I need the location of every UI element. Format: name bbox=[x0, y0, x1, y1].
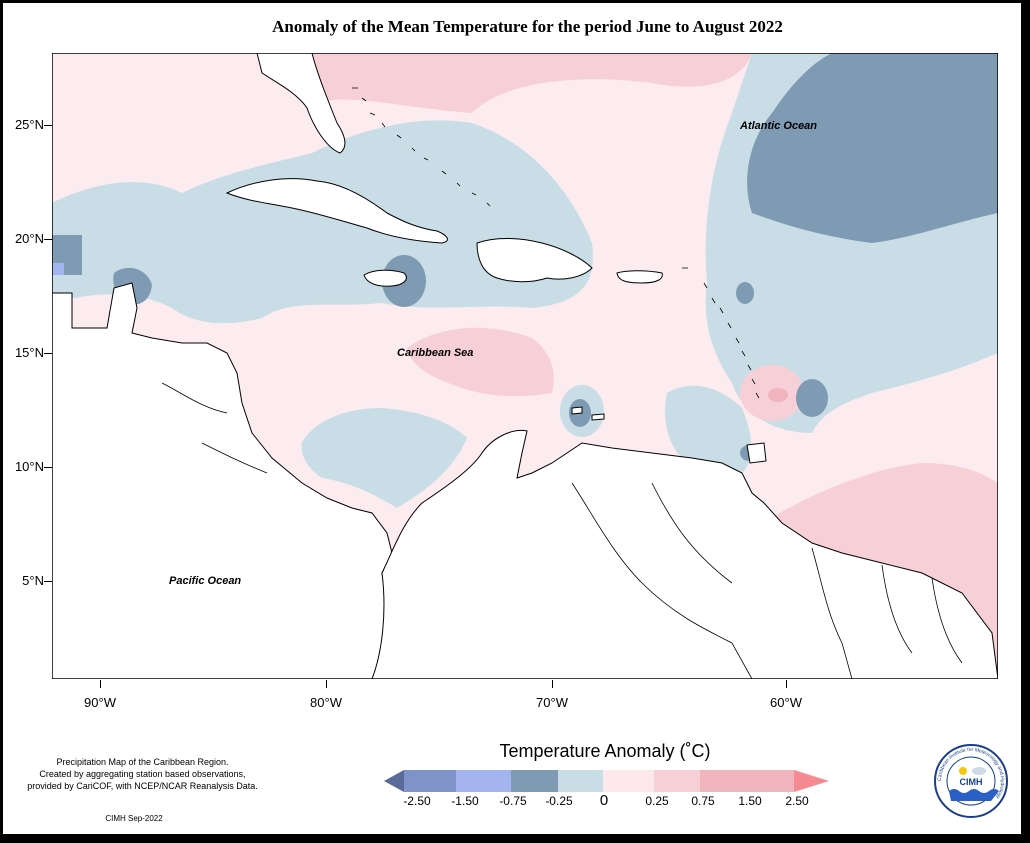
cimh-logo: Caribbean Institute for Meteorology and … bbox=[934, 744, 1008, 818]
lat-tick bbox=[44, 467, 52, 468]
legend-swatch bbox=[654, 770, 700, 792]
legend-swatch bbox=[700, 770, 750, 792]
credit-line: Precipitation Map of the Caribbean Regio… bbox=[56, 757, 229, 767]
lat-label: 25°N bbox=[14, 117, 44, 132]
legend-title: Temperature Anomaly (˚C) bbox=[499, 741, 711, 761]
land-masses bbox=[52, 53, 998, 679]
legend-colorbar bbox=[384, 770, 829, 792]
lon-tick bbox=[326, 680, 327, 688]
sun-icon bbox=[959, 767, 967, 775]
lon-tick bbox=[552, 680, 553, 688]
lon-label: 90°W bbox=[84, 695, 116, 710]
legend-label: 1.50 bbox=[738, 794, 762, 808]
legend-label: -2.50 bbox=[403, 794, 431, 808]
legend-swatch bbox=[750, 770, 794, 792]
credit-line: Created by aggregating station based obs… bbox=[39, 769, 246, 779]
legend-label: -0.25 bbox=[545, 794, 573, 808]
lat-tick bbox=[44, 581, 52, 582]
legend-label: 0.75 bbox=[691, 794, 715, 808]
logo-text: CIMH bbox=[960, 777, 983, 787]
legend-label: 0 bbox=[599, 792, 609, 809]
lon-tick bbox=[100, 680, 101, 688]
legend-swatch bbox=[794, 770, 829, 792]
label-caribbean-sea: Caribbean Sea bbox=[397, 347, 474, 359]
map-title: Anomaly of the Mean Temperature for the … bbox=[272, 17, 783, 36]
lat-tick bbox=[44, 353, 52, 354]
legend-label: 0.25 bbox=[645, 794, 669, 808]
legend-label: -0.75 bbox=[499, 794, 527, 808]
lon-label: 70°W bbox=[536, 695, 568, 710]
legend-label: -1.50 bbox=[451, 794, 479, 808]
island-dots bbox=[352, 87, 760, 399]
anomaly-map bbox=[52, 53, 998, 679]
lat-tick bbox=[44, 125, 52, 126]
legend-swatch bbox=[603, 770, 654, 792]
borders bbox=[161, 382, 963, 679]
lat-label: 5°N bbox=[22, 573, 44, 588]
legend-swatch bbox=[558, 770, 603, 792]
lon-tick bbox=[786, 680, 787, 688]
legend-swatch bbox=[456, 770, 511, 792]
legend-swatch bbox=[384, 770, 404, 792]
lon-label: 80°W bbox=[310, 695, 342, 710]
legend-label: 2.50 bbox=[785, 794, 809, 808]
cloud-icon bbox=[972, 767, 986, 775]
credit-line: provided by CariCOF, with NCEP/NCAR Rean… bbox=[27, 781, 258, 791]
lat-tick bbox=[44, 239, 52, 240]
legend-swatch bbox=[404, 770, 456, 792]
credit-block: Precipitation Map of the Caribbean Regio… bbox=[0, 756, 285, 792]
label-atlantic-ocean: Atlantic Ocean bbox=[740, 120, 818, 132]
label-pacific-ocean: Pacific Ocean bbox=[169, 575, 242, 587]
legend-swatch bbox=[511, 770, 558, 792]
water-icon bbox=[949, 789, 999, 801]
lat-label: 15°N bbox=[14, 345, 44, 360]
lat-label: 20°N bbox=[14, 231, 44, 246]
credit-date: CIMH Sep-2022 bbox=[105, 814, 163, 823]
lon-label: 60°W bbox=[770, 695, 802, 710]
lat-label: 10°N bbox=[14, 459, 44, 474]
